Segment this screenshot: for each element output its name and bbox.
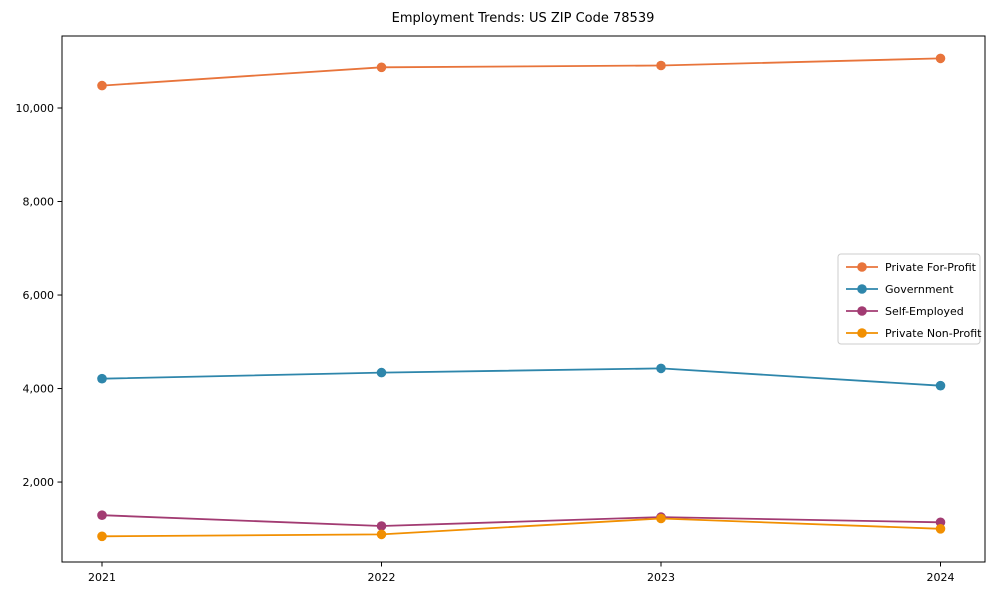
series-line xyxy=(101,517,941,538)
series-line xyxy=(101,367,941,387)
legend-item-label: Private For-Profit xyxy=(885,261,977,274)
legend-item-label: Private Non-Profit xyxy=(885,327,982,340)
data-point-marker xyxy=(97,373,107,384)
data-point-marker xyxy=(376,367,387,378)
legend-item: Government xyxy=(846,283,954,296)
legend-marker xyxy=(857,262,867,272)
legend-item-label: Government xyxy=(885,283,954,296)
y-tick-label: 6,000 xyxy=(23,289,55,302)
legend-marker xyxy=(857,284,867,294)
data-point-marker xyxy=(97,531,107,542)
legend-marker xyxy=(857,328,867,338)
series-private-non-profit xyxy=(97,513,946,542)
y-tick-label: 8,000 xyxy=(23,196,55,209)
legend-item: Self-Employed xyxy=(846,305,964,318)
x-tick-label: 2023 xyxy=(647,571,675,584)
chart-title: Employment Trends: US ZIP Code 78539 xyxy=(392,11,655,26)
series-line xyxy=(101,57,941,87)
data-point-marker xyxy=(376,521,387,531)
legend-marker xyxy=(857,306,867,316)
data-point-marker xyxy=(935,524,946,534)
data-point-marker xyxy=(656,363,666,374)
series-government xyxy=(97,363,946,391)
x-tick-label: 2024 xyxy=(927,571,955,584)
data-point-marker xyxy=(656,60,666,71)
series-self-employed xyxy=(97,510,946,531)
axes-frame xyxy=(61,35,986,563)
data-point-marker xyxy=(935,380,946,391)
y-tick-label: 4,000 xyxy=(23,383,55,396)
x-tick-label: 2021 xyxy=(88,571,116,584)
data-point-marker xyxy=(97,510,107,520)
data-point-marker xyxy=(376,529,387,540)
legend-item-label: Self-Employed xyxy=(885,305,964,318)
y-tick-label: 10,000 xyxy=(16,102,55,115)
y-tick-label: 2,000 xyxy=(23,476,55,489)
data-point-marker xyxy=(656,513,666,524)
data-point-marker xyxy=(376,62,387,73)
data-point-marker xyxy=(97,80,107,91)
legend-item: Private Non-Profit xyxy=(846,327,982,340)
legend-item: Private For-Profit xyxy=(846,261,977,274)
x-tick-label: 2022 xyxy=(368,571,396,584)
data-point-marker xyxy=(935,53,946,64)
series-private-for-profit xyxy=(97,53,946,91)
legend-box xyxy=(837,253,981,345)
legend: Private For-Profit Government Self-Employe… xyxy=(837,253,982,345)
series-line xyxy=(101,514,941,527)
plot-area: 2,000 4,000 6,000 8,000 10,000 2021 2022 2023 20… xyxy=(16,35,986,584)
